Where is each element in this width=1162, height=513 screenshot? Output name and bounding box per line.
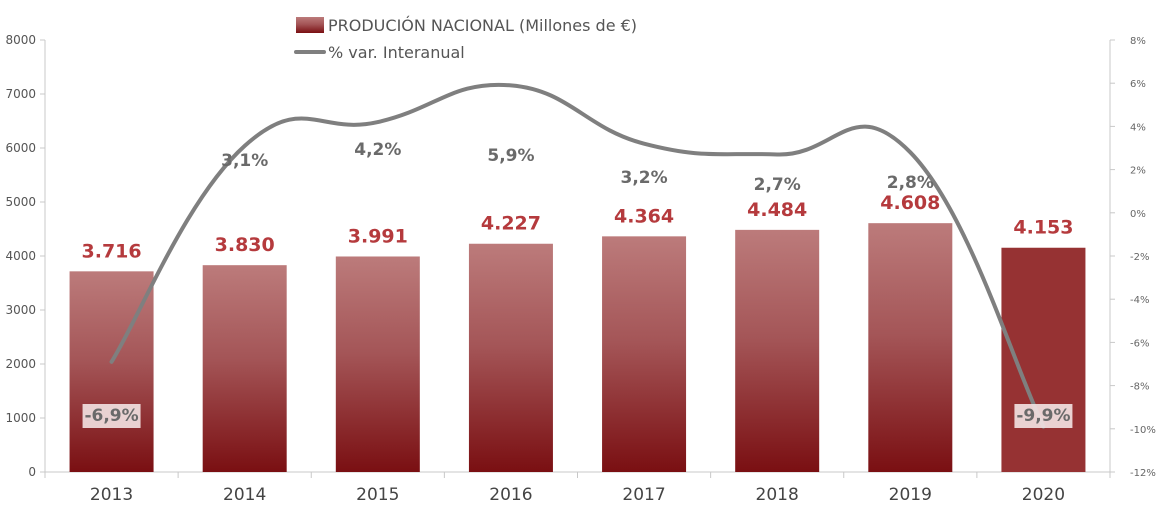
left-tick-label: 4000	[5, 249, 36, 263]
pct-value-label: 4,2%	[354, 140, 401, 160]
x-tick-label: 2020	[1022, 485, 1065, 505]
bar-value-label: 4.484	[747, 199, 807, 221]
right-tick-label: -8%	[1130, 382, 1149, 393]
pct-value-label: -6,9%	[84, 406, 138, 426]
pct-value-label: 5,9%	[487, 146, 534, 166]
left-tick-label: 8000	[5, 33, 36, 47]
right-tick-label: 4%	[1130, 122, 1146, 133]
right-axis-ticks: -12% -10% -8% -6% -4% -2% 0% 2% 4% 6% 8%	[1110, 36, 1156, 479]
variation-line	[109, 82, 1046, 429]
left-tick-label: 6000	[5, 141, 36, 155]
legend: PRODUCIÓN NACIONAL (Millones de €) % var…	[294, 16, 637, 62]
pct-value-label: -9,9%	[1016, 406, 1070, 426]
pct-labels: -6,9% 3,1% 4,2% 5,9% 3,2% 2,7% 2,8% -9,9%	[82, 140, 1073, 428]
pct-value-label: 2,7%	[754, 175, 801, 195]
bar	[602, 236, 687, 472]
right-tick-label: 6%	[1130, 79, 1146, 90]
legend-bar-swatch	[296, 17, 324, 33]
right-tick-label: -12%	[1130, 468, 1156, 479]
pct-value-label: 3,1%	[221, 151, 268, 171]
legend-line-label: % var. Interanual	[328, 43, 465, 62]
bar-value-label: 4.153	[1013, 217, 1073, 239]
bar	[868, 223, 953, 472]
right-tick-label: -2%	[1130, 252, 1149, 263]
right-tick-label: 0%	[1130, 209, 1146, 220]
x-tick-label: 2015	[356, 485, 399, 505]
right-tick-label: -10%	[1130, 425, 1156, 436]
bar-value-label: 4.608	[880, 192, 940, 214]
legend-bars-label: PRODUCIÓN NACIONAL (Millones de €)	[328, 16, 637, 35]
right-tick-label: -4%	[1130, 295, 1149, 306]
bar	[335, 256, 420, 472]
left-tick-label: 5000	[5, 195, 36, 209]
bar-value-label: 4.364	[614, 205, 674, 227]
x-tick-label: 2018	[756, 485, 799, 505]
right-tick-label: 8%	[1130, 36, 1146, 47]
x-tick-label: 2014	[223, 485, 266, 505]
pct-label-background	[1014, 404, 1073, 428]
left-tick-label: 3000	[5, 303, 36, 317]
bar	[468, 243, 553, 472]
bar-labels: 3.716 3.830 3.991 4.227 4.364 4.484 4.608 4.153	[82, 192, 1074, 262]
left-axis-ticks: 0 1000 2000 3000 4000 5000 6000 7000 8000	[5, 33, 45, 479]
pct-value-label: 3,2%	[620, 168, 667, 188]
bar-value-label: 4.227	[481, 213, 541, 235]
x-tick-label: 2016	[489, 485, 532, 505]
x-tick-label: 2013	[90, 485, 133, 505]
right-tick-label: -6%	[1130, 338, 1149, 349]
bar-value-label: 3.991	[348, 225, 408, 247]
right-tick-label: 2%	[1130, 166, 1146, 177]
bar-value-label: 3.716	[82, 240, 142, 262]
pct-value-label: 2,8%	[887, 173, 934, 193]
x-tick-label: 2019	[889, 485, 932, 505]
bar	[735, 229, 820, 472]
left-tick-label: 2000	[5, 357, 36, 371]
left-tick-label: 1000	[5, 411, 36, 425]
x-tick-label: 2017	[622, 485, 665, 505]
bars	[69, 223, 1086, 472]
bar	[202, 265, 287, 472]
bar-value-label: 3.830	[215, 234, 275, 256]
x-axis-labels: 2013 2014 2015 2016 2017 2018 2019 2020	[44, 472, 1111, 505]
pct-label-background	[82, 404, 141, 428]
left-tick-label: 0	[28, 465, 36, 479]
bar	[69, 271, 154, 472]
left-tick-label: 7000	[5, 87, 36, 101]
line-layer	[109, 82, 1046, 429]
